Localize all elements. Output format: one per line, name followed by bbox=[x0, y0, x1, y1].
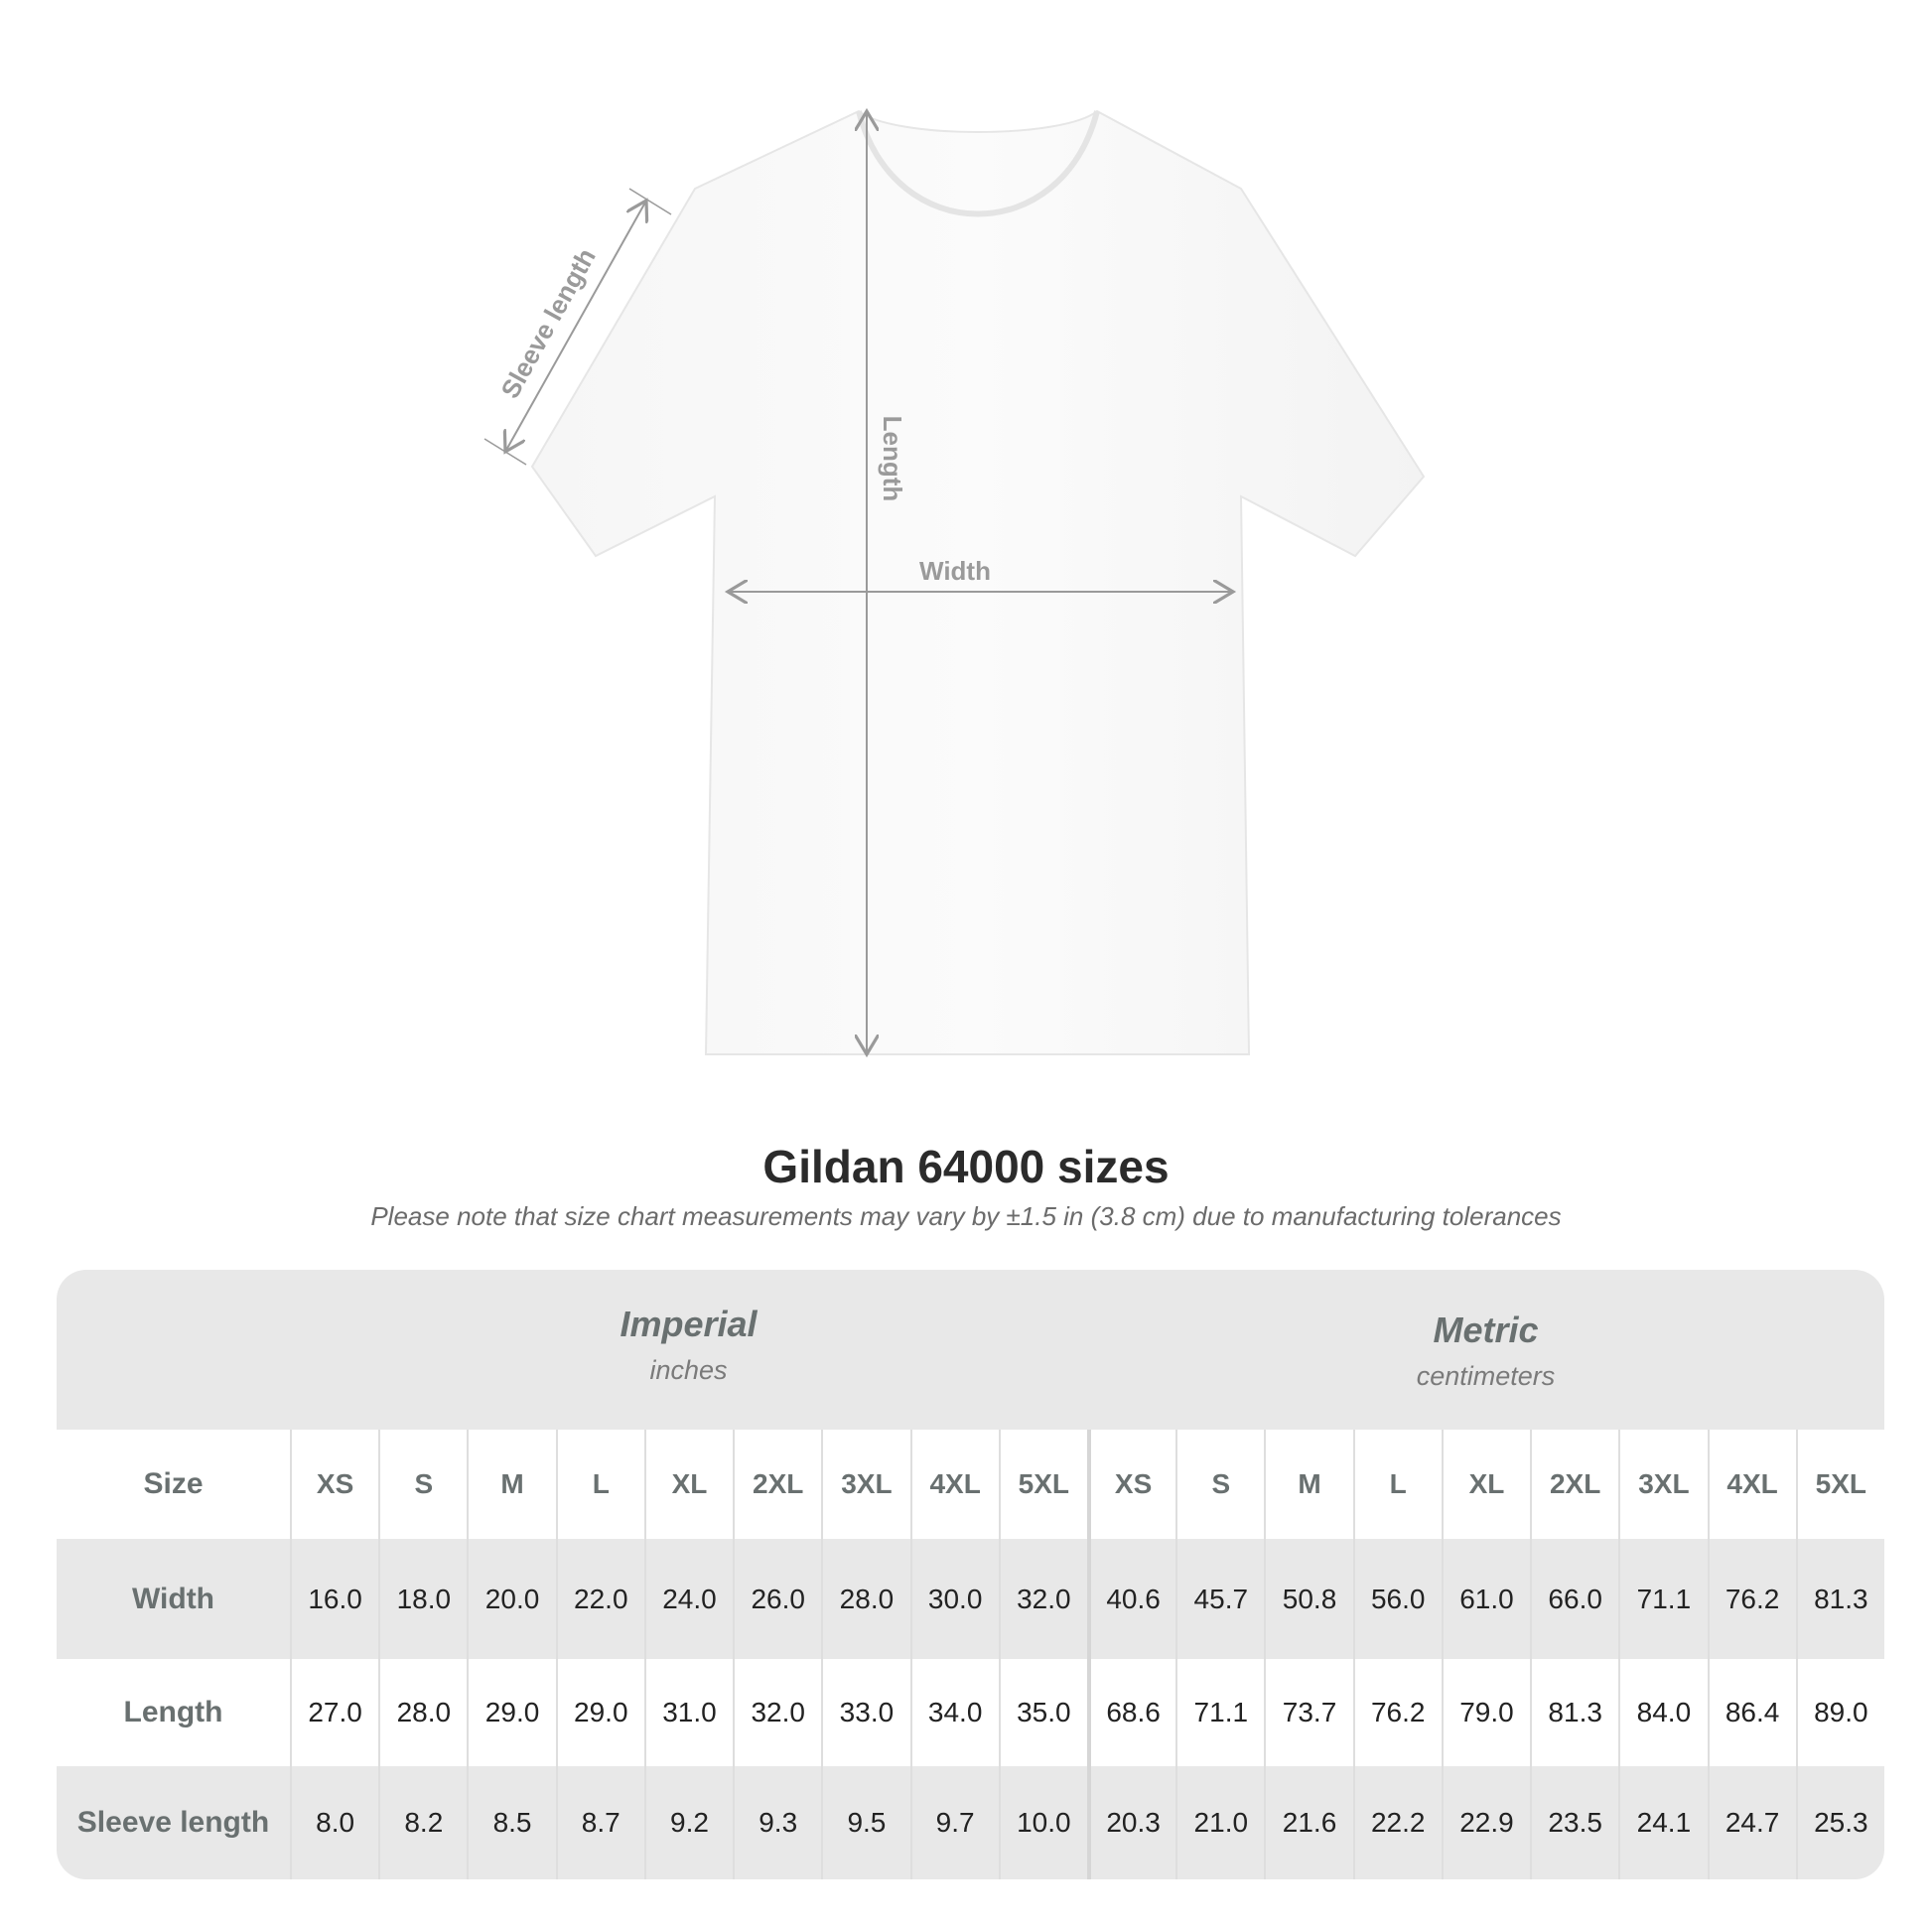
imperial-value: 8.0 bbox=[290, 1766, 378, 1879]
metric-value: 84.0 bbox=[1618, 1659, 1707, 1766]
imperial-value: 32.0 bbox=[733, 1659, 821, 1766]
metric-value: 81.3 bbox=[1795, 1539, 1884, 1659]
size-column-header: 3XL bbox=[1618, 1430, 1707, 1539]
metric-value: 21.0 bbox=[1175, 1766, 1264, 1879]
imperial-value: 28.0 bbox=[378, 1659, 467, 1766]
metric-value: 68.6 bbox=[1086, 1659, 1175, 1766]
imperial-value: 30.0 bbox=[909, 1539, 999, 1659]
imperial-value: 26.0 bbox=[733, 1539, 821, 1659]
metric-value: 71.1 bbox=[1175, 1659, 1264, 1766]
size-column-header: 4XL bbox=[909, 1430, 999, 1539]
imperial-value: 24.0 bbox=[643, 1539, 733, 1659]
imperial-value: 8.7 bbox=[555, 1766, 644, 1879]
size-column-header: 4XL bbox=[1707, 1430, 1796, 1539]
metric-value: 66.0 bbox=[1530, 1539, 1618, 1659]
size-column-header: 5XL bbox=[1795, 1430, 1884, 1539]
metric-value: 23.5 bbox=[1530, 1766, 1618, 1879]
metric-value: 21.6 bbox=[1264, 1766, 1352, 1879]
imperial-value: 10.0 bbox=[998, 1766, 1087, 1879]
sleeve-arrow bbox=[505, 201, 646, 452]
tolerance-note: Please note that size chart measurements… bbox=[370, 1201, 1562, 1231]
row-label: Sleeve length bbox=[76, 1806, 270, 1839]
size-column-header: 2XL bbox=[1530, 1430, 1618, 1539]
size-column-header: M bbox=[467, 1430, 555, 1539]
size-column-header: 3XL bbox=[821, 1430, 909, 1539]
size-table: Imperial inches Metric centimeters Size X… bbox=[57, 1270, 1884, 1879]
row-label: Length bbox=[123, 1696, 223, 1728]
imperial-unit: inches bbox=[649, 1355, 728, 1385]
imperial-value: 29.0 bbox=[467, 1659, 555, 1766]
unit-header-band: Imperial inches Metric centimeters bbox=[57, 1270, 1884, 1430]
size-column-header: XL bbox=[1441, 1430, 1530, 1539]
metric-value: 73.7 bbox=[1264, 1659, 1352, 1766]
metric-value: 25.3 bbox=[1795, 1766, 1884, 1879]
metric-value: 61.0 bbox=[1441, 1539, 1530, 1659]
width-label: Width bbox=[919, 556, 991, 586]
imperial-header: Imperial inches bbox=[290, 1304, 1087, 1386]
size-column-header: XS bbox=[1086, 1430, 1175, 1539]
imperial-value: 33.0 bbox=[821, 1659, 909, 1766]
metric-title: Metric bbox=[1433, 1310, 1539, 1350]
metric-value: 81.3 bbox=[1530, 1659, 1618, 1766]
imperial-value: 20.0 bbox=[467, 1539, 555, 1659]
imperial-value: 31.0 bbox=[643, 1659, 733, 1766]
metric-value: 45.7 bbox=[1175, 1539, 1264, 1659]
size-column-header: 2XL bbox=[733, 1430, 821, 1539]
metric-unit: centimeters bbox=[1416, 1361, 1556, 1391]
sleeve-tick bbox=[483, 438, 527, 466]
imperial-value: 32.0 bbox=[998, 1539, 1087, 1659]
metric-value: 24.7 bbox=[1707, 1766, 1796, 1879]
table-row: Length 27.0 28.0 29.0 29.0 31.0 32.0 33.0 34.0 35… bbox=[57, 1659, 1884, 1766]
size-label: Size bbox=[143, 1467, 204, 1500]
metric-value: 22.2 bbox=[1352, 1766, 1442, 1879]
size-column-header: XL bbox=[643, 1430, 733, 1539]
metric-value: 76.2 bbox=[1352, 1659, 1442, 1766]
size-column-header: XS bbox=[290, 1430, 378, 1539]
imperial-value: 9.3 bbox=[733, 1766, 821, 1879]
size-column-header: L bbox=[1352, 1430, 1442, 1539]
metric-value: 40.6 bbox=[1086, 1539, 1175, 1659]
imperial-value: 9.2 bbox=[643, 1766, 733, 1879]
size-column-header: 5XL bbox=[998, 1430, 1087, 1539]
size-column-header: S bbox=[1175, 1430, 1264, 1539]
imperial-value: 34.0 bbox=[909, 1659, 999, 1766]
imperial-value: 35.0 bbox=[998, 1659, 1087, 1766]
imperial-value: 8.2 bbox=[378, 1766, 467, 1879]
metric-value: 50.8 bbox=[1264, 1539, 1352, 1659]
size-column-header: M bbox=[1264, 1430, 1352, 1539]
size-column-header: S bbox=[378, 1430, 467, 1539]
metric-value: 86.4 bbox=[1707, 1659, 1796, 1766]
collar bbox=[856, 110, 1100, 217]
metric-value: 20.3 bbox=[1086, 1766, 1175, 1879]
imperial-value: 29.0 bbox=[555, 1659, 644, 1766]
imperial-value: 18.0 bbox=[378, 1539, 467, 1659]
size-column-header: L bbox=[555, 1430, 644, 1539]
metric-value: 56.0 bbox=[1352, 1539, 1442, 1659]
table-row: Sleeve length 8.0 8.2 8.5 8.7 9.2 9.3 9.5 9.7 10.… bbox=[57, 1766, 1884, 1879]
metric-header: Metric centimeters bbox=[1087, 1310, 1884, 1392]
metric-value: 79.0 bbox=[1441, 1659, 1530, 1766]
imperial-value: 16.0 bbox=[290, 1539, 378, 1659]
size-header-row: Size XS S M L XL 2XL 3XL 4XL 5XL XS S M L XL 2XL 3XL 4XL 5… bbox=[57, 1430, 1884, 1539]
metric-value: 89.0 bbox=[1795, 1659, 1884, 1766]
length-label: Length bbox=[878, 416, 907, 502]
row-label: Width bbox=[131, 1582, 215, 1615]
imperial-title: Imperial bbox=[620, 1304, 758, 1344]
table-row: Width 16.0 18.0 20.0 22.0 24.0 26.0 28.0 30.0 32.… bbox=[57, 1539, 1884, 1659]
tshirt-diagram: Width Length Sleeve length bbox=[483, 0, 1426, 1092]
imperial-value: 22.0 bbox=[555, 1539, 644, 1659]
metric-value: 22.9 bbox=[1441, 1766, 1530, 1879]
metric-value: 24.1 bbox=[1618, 1766, 1707, 1879]
metric-value: 76.2 bbox=[1707, 1539, 1796, 1659]
imperial-value: 28.0 bbox=[821, 1539, 909, 1659]
imperial-value: 27.0 bbox=[290, 1659, 378, 1766]
sleeve-tick bbox=[628, 188, 672, 215]
page-title: Gildan 64000 sizes bbox=[762, 1141, 1170, 1192]
imperial-value: 9.7 bbox=[909, 1766, 999, 1879]
imperial-value: 9.5 bbox=[821, 1766, 909, 1879]
imperial-value: 8.5 bbox=[467, 1766, 555, 1879]
metric-value: 71.1 bbox=[1618, 1539, 1707, 1659]
